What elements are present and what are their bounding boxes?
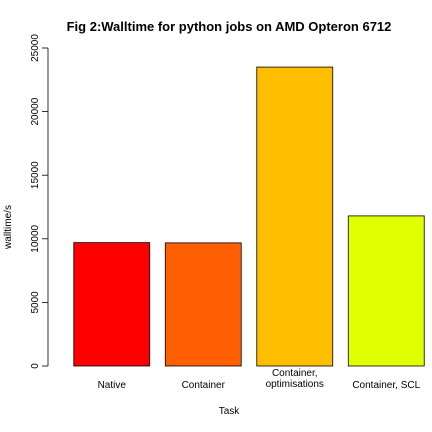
bar-0 (73, 242, 151, 367)
chart-title: Fig 2:Walltime for python jobs on AMD Op… (67, 19, 392, 34)
x-tick-label: Native (98, 380, 127, 391)
y-tick-label: 10000 (30, 224, 41, 252)
y-axis-label: walltime/s (3, 205, 14, 250)
x-tick-label: Container, SCL (352, 380, 420, 391)
y-axis: 0 5000 10000 15000 20000 25000 (30, 34, 49, 369)
x-tick-label: Container, optimisations (266, 368, 324, 390)
y-tick-label: 25000 (30, 34, 41, 62)
x-tick-labels: Native Container Container, optimisations Co… (98, 368, 421, 391)
bar-1 (164, 242, 242, 367)
y-tick-label: 20000 (30, 97, 41, 125)
y-tick-label: 15000 (30, 161, 41, 189)
y-tick-label: 0 (30, 363, 41, 369)
bar-2 (256, 66, 334, 367)
x-axis-label: Task (219, 406, 241, 417)
bar-3 (347, 215, 425, 367)
y-tick-label: 5000 (30, 291, 41, 314)
x-tick-label: Container (182, 380, 226, 391)
bars-group (73, 66, 425, 367)
